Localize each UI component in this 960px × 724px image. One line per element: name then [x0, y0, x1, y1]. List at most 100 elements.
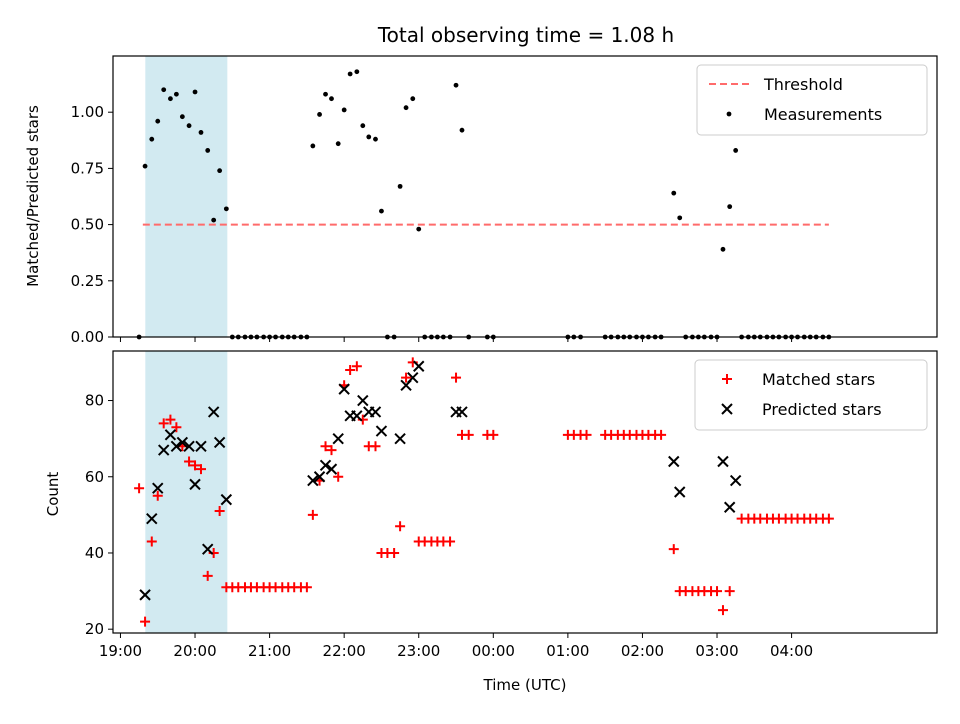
ratio-panel: 0.00 0.25 0.50 0.75 1.00 Threshold Measurement…: [71, 55, 938, 346]
data-point: [152, 490, 163, 501]
data-point: [445, 536, 456, 547]
legend: Matched stars Predicted stars: [694, 359, 928, 431]
y-tick-label: 60: [85, 468, 104, 486]
data-point: [407, 371, 419, 384]
data-point: [335, 141, 341, 147]
data-point: [301, 582, 312, 593]
data-point: [333, 471, 344, 482]
data-point: [211, 217, 217, 223]
data-point: [671, 190, 677, 196]
data-point: [341, 107, 347, 113]
data-point: [313, 471, 326, 483]
legend: Threshold Measurements: [696, 64, 928, 136]
data-point: [357, 394, 369, 407]
data-point: [189, 478, 201, 491]
data-point: [164, 429, 177, 441]
data-point: [723, 501, 736, 513]
data-point: [176, 436, 189, 449]
data-point: [724, 586, 735, 597]
data-point: [674, 486, 686, 498]
data-point: [379, 208, 384, 214]
data-point: [488, 429, 499, 440]
data-point: [403, 105, 409, 111]
data-point: [823, 513, 834, 524]
data-point: [351, 361, 362, 372]
y-tick-label: 20: [85, 620, 104, 638]
top-y-axis-label: Matched/Predicted stars: [24, 105, 42, 287]
data-point: [712, 586, 723, 597]
data-point: [310, 143, 316, 149]
data-point: [727, 204, 733, 210]
data-point: [320, 441, 331, 452]
x-tick-label: 03:00: [695, 642, 738, 660]
data-point: [152, 482, 164, 494]
y-tick-label: 40: [85, 544, 104, 562]
y-tick-label: 0.50: [71, 216, 104, 234]
observing-window-span: [145, 351, 228, 633]
data-point: [184, 456, 195, 467]
data-point: [168, 96, 173, 102]
data-point: [581, 429, 592, 440]
data-point: [171, 422, 182, 433]
data-point: [459, 127, 465, 133]
data-point: [201, 543, 214, 555]
data-point: [170, 440, 183, 452]
data-point: [413, 360, 425, 372]
data-point: [373, 136, 378, 142]
x-tick-label: 20:00: [173, 642, 216, 660]
data-point: [332, 432, 344, 445]
data-point: [360, 123, 366, 129]
data-point: [347, 71, 353, 77]
data-point: [179, 114, 185, 120]
data-point: [158, 418, 169, 429]
data-point: [720, 246, 726, 252]
data-point: [717, 455, 729, 468]
data-point: [416, 226, 422, 232]
legend-label: Threshold: [763, 75, 843, 94]
legend-marker: [722, 374, 732, 384]
series-matched-stars: [134, 357, 834, 627]
data-point: [668, 455, 680, 468]
y-tick-label: 80: [85, 392, 104, 410]
data-point: [323, 91, 328, 97]
data-point: [389, 547, 400, 558]
data-point: [394, 432, 406, 445]
data-point: [155, 118, 161, 124]
data-point: [319, 459, 332, 472]
data-point: [198, 130, 204, 135]
observing-window-span: [145, 56, 228, 337]
data-point: [329, 96, 334, 102]
data-point: [205, 148, 211, 153]
x-axis-label: Time (UTC): [483, 676, 567, 694]
data-point: [192, 89, 198, 95]
legend-label: Predicted stars: [762, 400, 882, 419]
data-point: [307, 509, 318, 520]
data-point: [186, 123, 192, 129]
data-point: [375, 425, 388, 437]
data-point: [717, 605, 728, 616]
data-point: [149, 136, 155, 142]
x-tick-label: 21:00: [248, 642, 291, 660]
legend-marker: [726, 111, 732, 117]
data-point: [345, 365, 356, 376]
data-point: [369, 406, 382, 418]
x-tick-label: 19:00: [99, 642, 142, 660]
data-point: [139, 589, 151, 601]
counts-panel: 20 40 60 80 19:00 20:00 21:00 22:00 23:00 00:00 01…: [85, 350, 938, 660]
data-point: [456, 406, 468, 418]
data-point: [165, 414, 176, 425]
data-point: [217, 168, 223, 174]
data-point: [733, 148, 739, 153]
data-point: [325, 463, 338, 475]
data-point: [451, 372, 462, 383]
data-point: [729, 474, 742, 487]
data-point: [146, 536, 157, 547]
plot-frame: [112, 55, 938, 338]
data-point: [326, 445, 337, 456]
data-point: [173, 91, 179, 97]
data-point: [453, 82, 459, 88]
y-tick-label: 1.00: [71, 103, 104, 121]
data-point: [214, 506, 225, 517]
